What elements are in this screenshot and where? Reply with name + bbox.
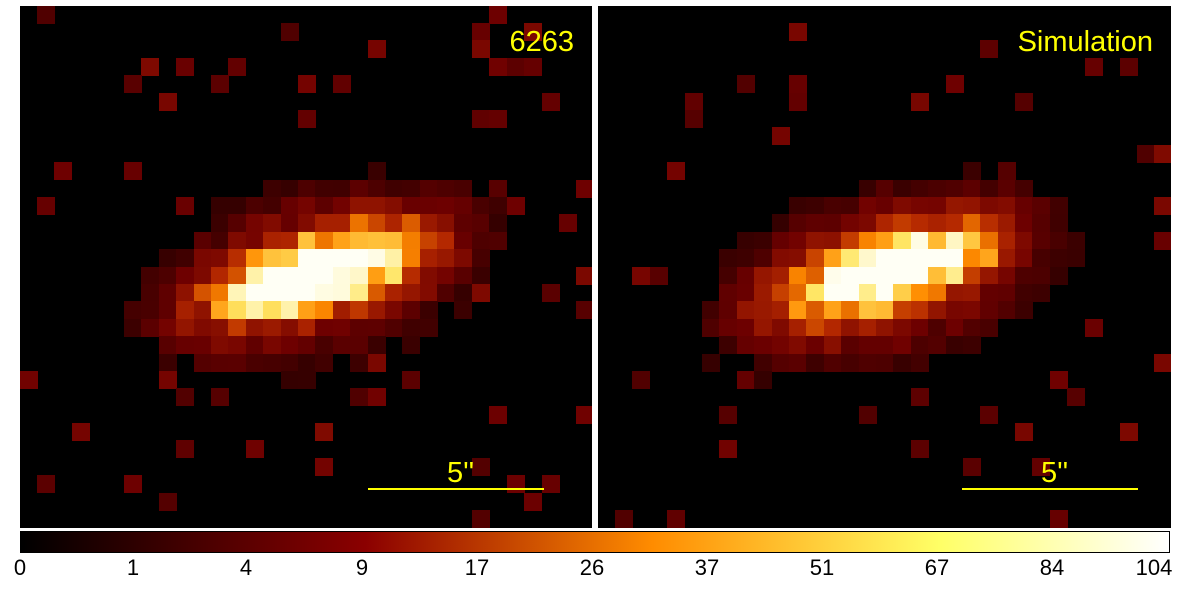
right-scale-bar	[962, 488, 1138, 490]
colorbar-tick: 37	[694, 555, 720, 580]
colorbar-tick: 9	[355, 555, 369, 580]
left-panel-label: 6263	[509, 26, 574, 58]
colorbar-tick: 26	[579, 555, 605, 580]
colorbar-tick: 51	[809, 555, 835, 580]
left-scale-label: 5''	[447, 457, 475, 489]
right-image-panel: Simulation 5''	[598, 6, 1171, 528]
colorbar-tick: 0	[13, 555, 27, 580]
left-heatmap-image	[20, 6, 592, 528]
right-scale-label: 5''	[1041, 457, 1069, 489]
colorbar-tick: 17	[464, 555, 490, 580]
colorbar	[20, 531, 1170, 553]
colorbar-tick: 84	[1039, 555, 1065, 580]
colorbar-tick: 4	[239, 555, 253, 580]
right-heatmap-image	[598, 6, 1171, 528]
colorbar-tick: 104	[1135, 555, 1173, 580]
left-image-panel: 6263 5''	[20, 6, 592, 528]
colorbar-tick: 1	[126, 555, 140, 580]
left-scale-bar	[368, 488, 544, 490]
right-panel-label: Simulation	[1017, 26, 1153, 58]
colorbar-tick: 67	[924, 555, 950, 580]
